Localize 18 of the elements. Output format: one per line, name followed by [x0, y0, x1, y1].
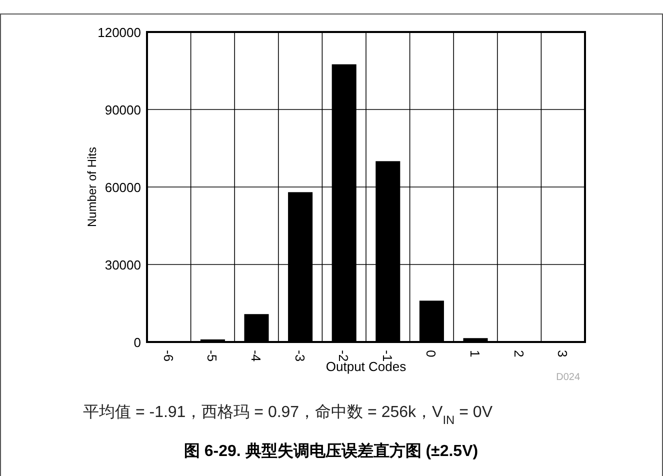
x-tick-label: -2	[336, 350, 352, 362]
y-tick-label: 90000	[104, 102, 141, 118]
text: D024	[556, 372, 580, 383]
x-tick-label: 1	[468, 350, 483, 358]
x-tick-label: 2	[512, 350, 527, 358]
x-tick-label: -5	[205, 350, 220, 362]
y-tick-label: 30000	[104, 258, 141, 272]
y-axis-title: Number of Hits	[85, 146, 99, 228]
x-tick-label: -3	[292, 350, 308, 362]
x-tick-label: -6	[161, 350, 176, 362]
x-tick-label: -4	[249, 350, 264, 362]
text: 图 6-29. 典型失调电压误差直方图 (±2.5V)	[184, 441, 478, 460]
y-tick-label: 60000	[104, 180, 141, 195]
x-tick-label: -1	[380, 350, 396, 362]
x-tick-label: 3	[556, 350, 571, 358]
x-tick-label: 0	[424, 350, 440, 358]
text: 平均值 = -1.91，西格玛 = 0.97，命中数 = 256k，V$_{IN}$ = 0V	[83, 403, 493, 427]
y-tick-label: 120000	[98, 25, 141, 40]
